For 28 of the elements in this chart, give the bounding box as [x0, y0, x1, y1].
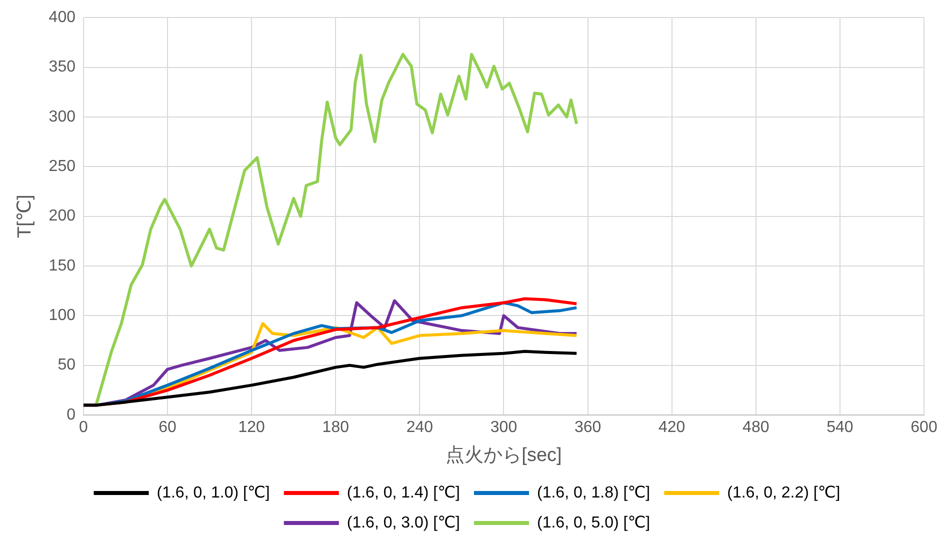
- legend-label: (1.6, 0, 1.8) [℃]: [537, 484, 650, 502]
- x-tick-label: 420: [658, 419, 686, 436]
- x-tick-label: 60: [158, 419, 177, 436]
- x-tick-label: 480: [742, 419, 770, 436]
- y-tick-label: 250: [48, 158, 76, 176]
- legend-label: (1.6, 0, 3.0) [℃]: [346, 514, 460, 532]
- y-tick-label: 100: [48, 307, 76, 324]
- x-axis-title: 点火から[sec]: [446, 444, 562, 466]
- x-tick-label: 360: [574, 419, 602, 436]
- y-tick-label: 350: [48, 58, 76, 76]
- legend-label: (1.6, 0, 1.4) [℃]: [346, 484, 460, 502]
- y-axis-title: T[℃]: [14, 194, 36, 238]
- x-tick-label: 300: [490, 419, 518, 436]
- x-tick-label: 180: [322, 419, 350, 436]
- y-tick-label: 400: [48, 9, 76, 26]
- x-tick-label: 540: [826, 419, 854, 436]
- y-tick-label: 150: [48, 257, 76, 274]
- legend-label: (1.6, 0, 2.2) [℃]: [727, 484, 840, 502]
- x-tick-label: 120: [238, 419, 266, 436]
- x-tick-label: 600: [910, 419, 938, 436]
- x-tick-label: 0: [79, 419, 88, 436]
- legend-label: (1.6, 0, 1.0) [℃]: [156, 484, 270, 502]
- y-tick-label: 0: [66, 406, 76, 424]
- y-tick-label: 50: [58, 356, 76, 374]
- y-tick-label: 200: [48, 208, 76, 225]
- legend-label: (1.6, 0, 5.0) [℃]: [537, 514, 650, 532]
- x-tick-label: 240: [406, 419, 434, 436]
- y-tick-label: 300: [48, 108, 76, 126]
